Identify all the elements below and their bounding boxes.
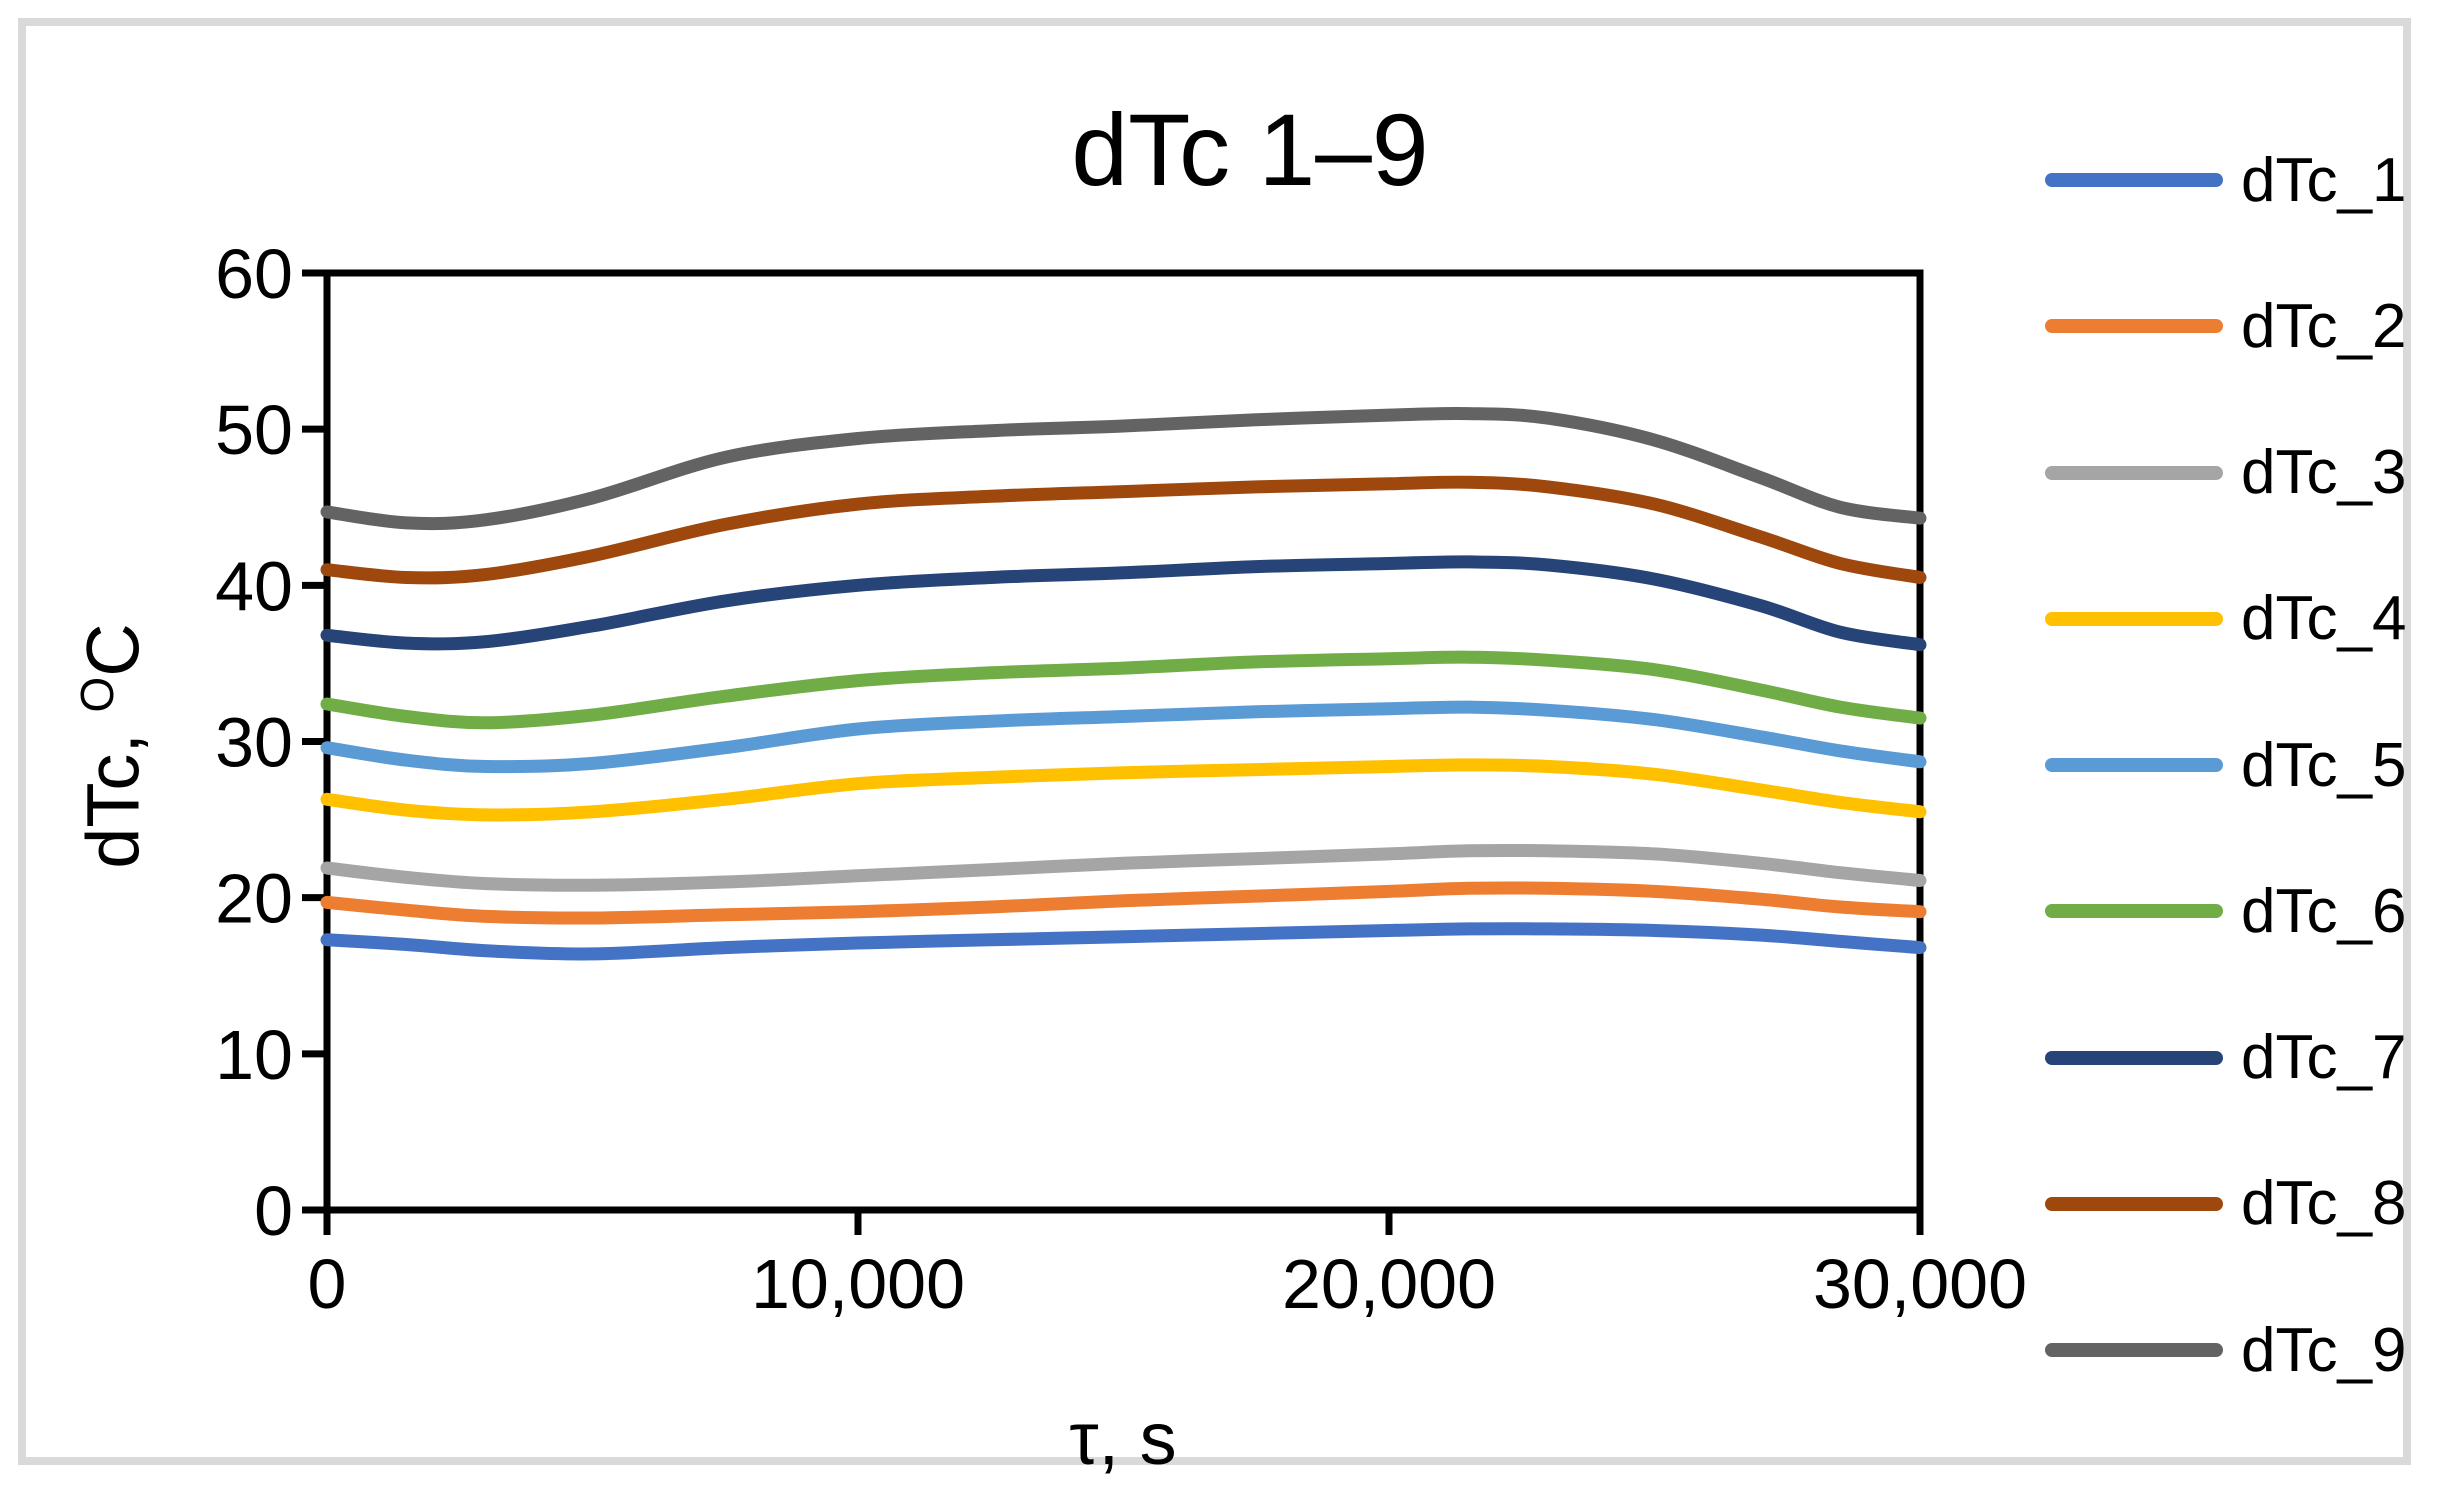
series-line-dTc_1 [320,922,1927,961]
chart-title: dTc 1–9 [1071,93,1429,207]
series-line-dTc_4 [320,758,1927,822]
x-tick-label: 30,000 [1813,1245,2027,1323]
series-line-dTc_7 [320,555,1927,652]
y-tick-label: 30 [215,704,293,782]
series-line-dTc_2 [320,881,1927,925]
series-line-dTc_5 [320,700,1927,774]
y-axis-title-superscript: O [71,676,123,713]
x-axis-title: τ, s [1069,1397,1177,1480]
series-line-dTc_9 [320,406,1927,531]
x-tick-label: 20,000 [1282,1245,1496,1323]
y-tick-label: 60 [215,235,293,313]
y-axis-title-unit: C [71,623,155,677]
y-tick-label: 20 [215,860,293,938]
series-line-dTc_3 [320,843,1927,892]
x-tick-label: 10,000 [751,1245,965,1323]
y-axis-title: dTc, OC [51,446,155,1046]
series-line-dTc_6 [320,650,1927,730]
series-line-dTc_8 [320,475,1927,585]
x-tick-label: 0 [308,1245,347,1323]
y-tick-label: 10 [215,1016,293,1094]
chart-area-border [18,18,2411,1465]
y-tick-label: 0 [254,1172,293,1250]
y-axis-title-text: dTc, [71,712,155,869]
plot-border [323,269,1924,1214]
y-tick-label: 40 [215,547,293,625]
y-tick-label: 50 [215,391,293,469]
